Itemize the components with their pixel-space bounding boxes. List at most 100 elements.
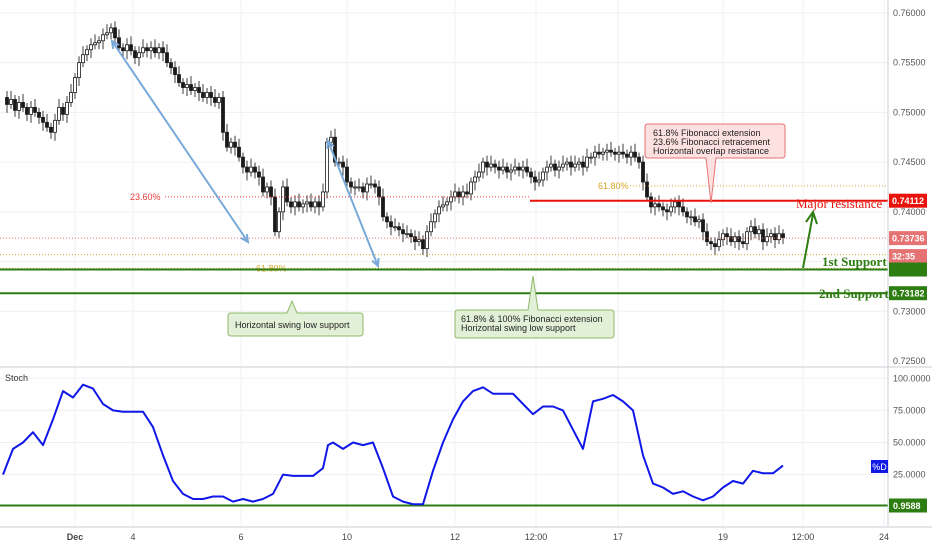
candle-body — [125, 44, 129, 52]
candle-body — [73, 77, 77, 93]
candle-body — [345, 166, 349, 183]
candle-body — [401, 229, 405, 235]
candle-body — [309, 201, 313, 208]
candle-body — [501, 166, 505, 171]
candle-body — [257, 171, 261, 178]
candle-body — [81, 54, 85, 64]
candle-body — [273, 196, 277, 233]
price-label-box — [889, 262, 927, 277]
candle-body — [505, 166, 509, 173]
candle-body — [281, 186, 285, 213]
candle-body — [21, 102, 25, 108]
candle-body — [161, 47, 165, 54]
candle-body — [757, 229, 761, 235]
candle-body — [689, 216, 693, 219]
candle-body — [565, 161, 569, 165]
stoch-tick-label: 25.0000 — [893, 470, 926, 480]
candle-body — [497, 166, 501, 171]
candle-body — [97, 40, 101, 44]
time-tick-label: 4 — [130, 532, 135, 542]
candle-body — [109, 27, 113, 34]
price-tick-label: 0.73000 — [893, 306, 926, 316]
first-support-label: 1st Support — [822, 254, 887, 269]
measure-arrow — [111, 40, 249, 243]
candle-body — [465, 191, 469, 195]
candle-body — [517, 166, 521, 171]
time-tick-label: 12:00 — [792, 532, 815, 542]
price-tick-label: 0.72500 — [893, 356, 926, 366]
candle-body — [129, 44, 133, 52]
candle-body — [233, 141, 237, 148]
price-label-text: 0.73182 — [892, 289, 925, 299]
candle-body — [349, 181, 353, 188]
candle-body — [221, 97, 225, 133]
candle-body — [237, 146, 241, 158]
candle-body — [149, 47, 153, 52]
candle-body — [605, 149, 609, 153]
candle-body — [89, 44, 93, 51]
stochastic-panel — [0, 368, 888, 526]
candle-body — [17, 102, 21, 111]
candle-body — [201, 92, 205, 98]
candle-body — [485, 161, 489, 168]
candle-body — [33, 107, 37, 113]
candle-body — [413, 236, 417, 243]
candle-body — [457, 191, 461, 198]
resistance-annotation-line-1: 61.8% Fibonacci extension — [653, 128, 761, 138]
candle-body — [653, 203, 657, 208]
time-tick-label: 12 — [450, 532, 460, 542]
series-badge-label: %D — [872, 462, 887, 472]
price-label-box — [889, 286, 927, 301]
price-label-box — [889, 231, 927, 246]
candle-body — [561, 163, 565, 168]
candle-body — [609, 149, 613, 153]
candle-body — [225, 131, 229, 148]
candle-body — [417, 239, 421, 243]
candle-body — [705, 231, 709, 243]
candle-body — [661, 206, 665, 211]
candle-body — [529, 171, 533, 178]
stoch-d-line — [2, 383, 784, 506]
candle-body — [717, 239, 721, 248]
candle-body — [737, 236, 741, 243]
candle-body — [341, 161, 345, 168]
candle-body — [337, 161, 341, 164]
candle-body — [657, 203, 661, 208]
candle-body — [697, 219, 701, 223]
candle-body — [573, 163, 577, 168]
candle-body — [753, 226, 757, 235]
candle-body — [217, 97, 221, 103]
candle-body — [469, 181, 473, 195]
candle-body — [105, 32, 109, 36]
candle-body — [713, 243, 717, 248]
candle-body — [197, 87, 201, 93]
measure-arrow-head — [371, 257, 380, 269]
candle-body — [421, 239, 425, 250]
measure-arrow-head — [110, 39, 120, 50]
candle-body — [701, 219, 705, 233]
candle-body — [165, 52, 169, 64]
price-label-box — [889, 193, 927, 208]
candle-body — [53, 119, 57, 133]
candle-body — [621, 151, 625, 155]
candle-body — [177, 74, 181, 83]
candle-body — [593, 151, 597, 158]
candle-body — [437, 206, 441, 215]
candle-body — [229, 141, 233, 148]
measure-arrow — [327, 140, 379, 267]
candle-body — [677, 201, 681, 208]
candle-body — [253, 166, 257, 173]
candle-body — [13, 99, 17, 111]
stoch-tick-label: 50.0000 — [893, 438, 926, 448]
candle-body — [173, 67, 177, 75]
candle-body — [265, 186, 269, 193]
swing-low-annotation: Horizontal swing low support — [227, 299, 364, 337]
fib-level-label: 23.60% — [130, 192, 161, 202]
candle-body — [293, 201, 297, 208]
candle-body — [777, 233, 781, 241]
candle-body — [673, 201, 677, 208]
swing-low-annotation-line-1: Horizontal swing low support — [235, 320, 350, 330]
candle-body — [553, 163, 557, 171]
candle-body — [581, 161, 585, 168]
stoch-level-text: 0.9588 — [893, 501, 921, 511]
